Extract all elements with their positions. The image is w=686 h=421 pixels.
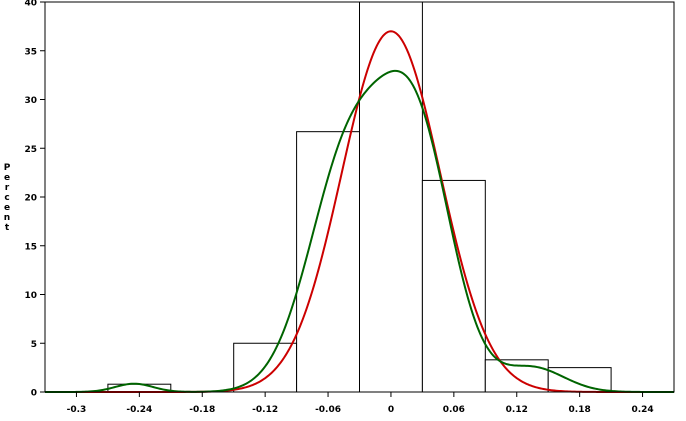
x-axis: -0.3 -0.24 -0.18 -0.12 -0.06 0 0.06 0.12 0.18 0.2… [67, 392, 654, 415]
y-tick-label: 30 [24, 96, 37, 106]
y-axis-label-char: P [4, 163, 11, 173]
x-tick-label: 0.12 [506, 405, 528, 415]
y-axis-label-char: e [4, 173, 10, 183]
y-tick-label: 5 [31, 340, 37, 350]
histogram-bar-5 [421, 179, 486, 393]
y-tick-label: 40 [24, 0, 37, 9]
x-tick-label: 0 [388, 405, 394, 415]
histogram-bar-7 [547, 367, 612, 393]
x-tick-label: -0.24 [126, 405, 152, 415]
x-tick-label: -0.06 [315, 405, 341, 415]
y-axis-label-char: c [4, 193, 9, 203]
y-axis-label-char: t [5, 223, 10, 233]
histogram-bar-4 [359, 1, 423, 393]
y-axis-label-char: n [4, 213, 10, 223]
x-tick-label: -0.12 [252, 405, 278, 415]
x-tick-label: 0.24 [631, 405, 653, 415]
histogram-bars [107, 1, 612, 393]
y-tick-label: 15 [24, 242, 37, 252]
y-tick-label: 0 [31, 389, 37, 399]
kernel-density-curve [45, 69, 674, 393]
x-tick-label: 0.18 [569, 405, 591, 415]
x-tick-label: 0.06 [443, 405, 465, 415]
y-tick-label: 20 [24, 194, 37, 204]
y-axis-label-char: r [5, 183, 10, 193]
x-tick-label: -0.3 [67, 405, 87, 415]
x-tick-label: -0.18 [189, 405, 215, 415]
plot-frame [44, 1, 675, 393]
y-axis-label-char: e [4, 203, 10, 213]
y-tick-label: 25 [24, 145, 37, 155]
y-tick-label: 10 [24, 291, 37, 301]
y-tick-label: 35 [24, 47, 37, 57]
y-axis: 0 5 10 15 20 25 30 35 40 [24, 0, 45, 399]
